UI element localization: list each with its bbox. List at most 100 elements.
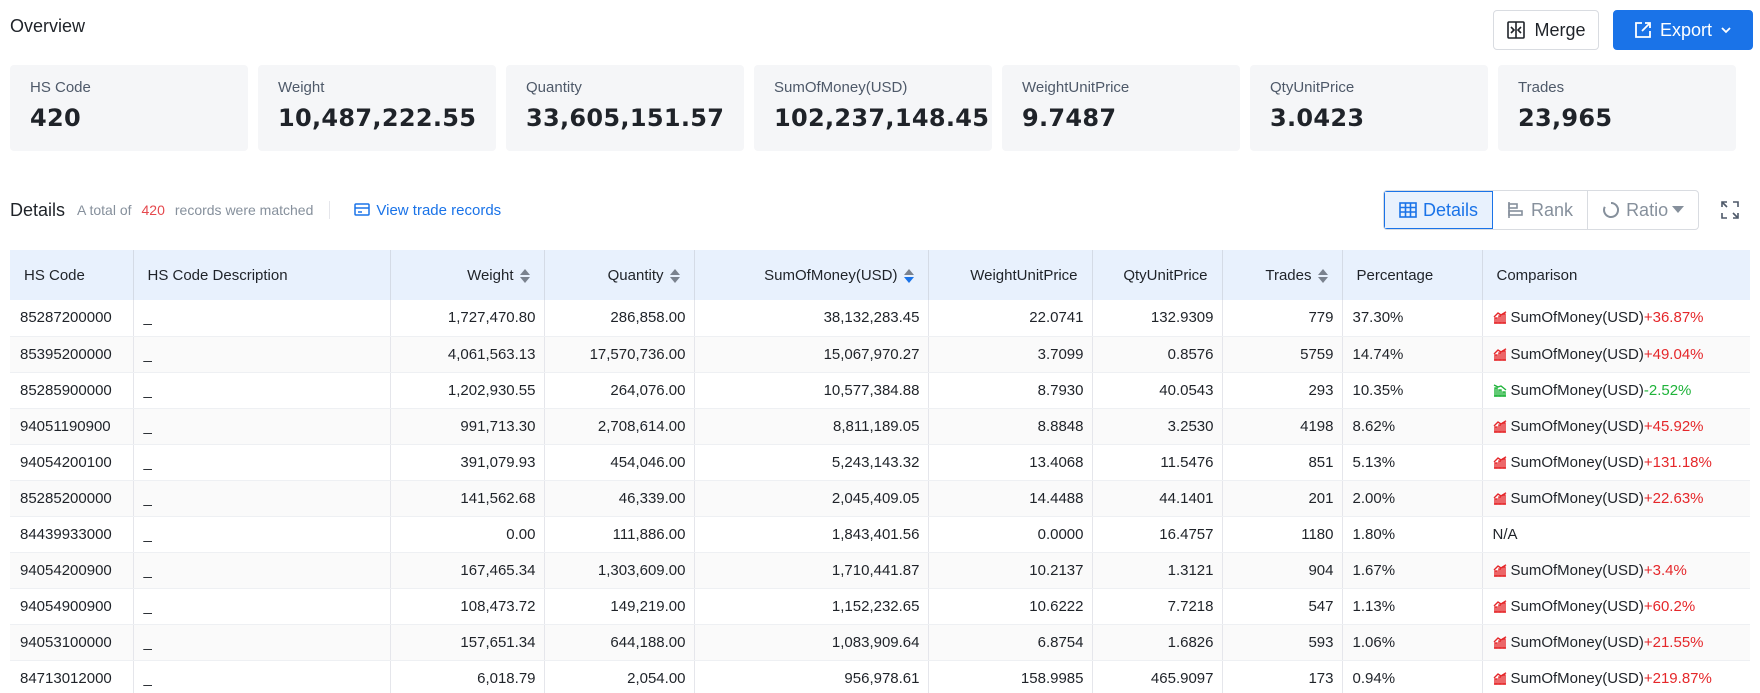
table-row[interactable]: 94054900900 _ 108,473.72 149,219.00 1,152,23…	[10, 588, 1750, 625]
merge-button[interactable]: Merge	[1493, 10, 1599, 50]
cell-hs-code: 94053100000	[10, 624, 134, 661]
cell-hs-code: 85287200000	[10, 300, 134, 337]
fullscreen-icon[interactable]	[1720, 200, 1740, 220]
sort-icon[interactable]	[903, 268, 914, 283]
cell-percentage: 2.00%	[1342, 480, 1483, 517]
table-icon	[1399, 202, 1417, 218]
table-row[interactable]: 85285900000 _ 1,202,930.55 264,076.00 10,577…	[10, 372, 1750, 409]
cell-weight-unit-price: 8.8848	[928, 408, 1093, 445]
cell-sum-of-money: 38,132,283.45	[694, 300, 929, 337]
table-row[interactable]: 85285200000 _ 141,562.68 46,339.00 2,045,409…	[10, 480, 1750, 517]
col-sum-of-money[interactable]: SumOfMoney(USD)	[694, 250, 929, 300]
comparison-label: SumOfMoney(USD)	[1510, 453, 1644, 471]
export-button[interactable]: Export	[1613, 10, 1753, 50]
comparison-label: SumOfMoney(USD)	[1510, 597, 1644, 615]
comparison-value: +21.55%	[1643, 633, 1704, 651]
cell-sum-of-money: 8,811,189.05	[694, 408, 929, 445]
caret-down-icon	[1672, 206, 1685, 214]
cell-sum-of-money: 15,067,970.27	[694, 336, 929, 373]
trend-up-icon	[1493, 491, 1507, 505]
cell-weight-unit-price: 8.7930	[928, 372, 1093, 409]
cell-quantity: 1,303,609.00	[544, 552, 695, 589]
sort-icon[interactable]	[669, 268, 680, 283]
cell-percentage: 1.80%	[1342, 516, 1483, 553]
sort-icon[interactable]	[1317, 268, 1328, 283]
cell-percentage: 5.13%	[1342, 444, 1483, 481]
cell-description: _	[133, 624, 391, 661]
cell-quantity: 149,219.00	[544, 588, 695, 625]
cell-description: _	[133, 660, 391, 693]
export-label: Export	[1659, 19, 1713, 40]
table-row[interactable]: 94054200100 _ 391,079.93 454,046.00 5,243,14…	[10, 444, 1750, 481]
table-row[interactable]: 85395200000 _ 4,061,563.13 17,570,736.00 15,…	[10, 336, 1750, 373]
details-bar: Details A total of 420 records were matc…	[10, 196, 1750, 224]
table-row[interactable]: 94053100000 _ 157,651.34 644,188.00 1,083,90…	[10, 624, 1750, 661]
col-hs-code-description: HS Code Description	[133, 250, 391, 300]
cell-weight-unit-price: 158.9985	[928, 660, 1093, 693]
cell-trades: 904	[1222, 552, 1343, 589]
trend-up-icon	[1493, 671, 1507, 685]
trend-down-icon	[1493, 383, 1507, 397]
cell-weight: 108,473.72	[390, 588, 545, 625]
cell-sum-of-money: 1,083,909.64	[694, 624, 929, 661]
cell-weight-unit-price: 10.6222	[928, 588, 1093, 625]
tab-details[interactable]: Details	[1384, 191, 1494, 229]
export-icon	[1634, 21, 1652, 39]
view-trade-records-label: View trade records	[376, 201, 502, 219]
page-title: Overview	[10, 16, 86, 36]
cell-comparison: SumOfMoney(USD) +60.2%	[1482, 588, 1750, 625]
cell-weight: 6,018.79	[390, 660, 545, 693]
sort-icon[interactable]	[519, 268, 530, 283]
details-prefix: A total of	[77, 202, 132, 218]
card-label: Trades	[1518, 79, 1565, 96]
cell-weight-unit-price: 0.0000	[928, 516, 1093, 553]
cell-percentage: 8.62%	[1342, 408, 1483, 445]
table-row[interactable]: 94054200900 _ 167,465.34 1,303,609.00 1,710,…	[10, 552, 1750, 589]
col-weight[interactable]: Weight	[390, 250, 545, 300]
cell-description: _	[133, 516, 391, 553]
tab-ratio[interactable]: Ratio	[1588, 191, 1698, 229]
tab-details-label: Details	[1423, 199, 1479, 220]
cell-qty-unit-price: 7.7218	[1092, 588, 1223, 625]
cell-comparison: SumOfMoney(USD) -2.52%	[1482, 372, 1750, 409]
card-label: WeightUnitPrice	[1022, 79, 1130, 96]
col-hs-code: HS Code	[10, 250, 134, 300]
trend-up-icon	[1493, 455, 1507, 469]
cell-trades: 293	[1222, 372, 1343, 409]
table-row[interactable]: 94051190900 _ 991,713.30 2,708,614.00 8,811,…	[10, 408, 1750, 445]
cell-description: _	[133, 300, 391, 337]
cell-quantity: 46,339.00	[544, 480, 695, 517]
table-row[interactable]: 84713012000 _ 6,018.79 2,054.00 956,978.61 15…	[10, 660, 1750, 693]
cell-trades: 547	[1222, 588, 1343, 625]
card-value: 3.0423	[1270, 104, 1365, 132]
cell-trades: 851	[1222, 444, 1343, 481]
col-trades[interactable]: Trades	[1222, 250, 1343, 300]
cell-hs-code: 85285200000	[10, 480, 134, 517]
cell-weight-unit-price: 14.4488	[928, 480, 1093, 517]
cell-qty-unit-price: 11.5476	[1092, 444, 1223, 481]
cell-weight: 391,079.93	[390, 444, 545, 481]
card-label: Quantity	[526, 79, 582, 96]
tab-rank[interactable]: Rank	[1493, 191, 1589, 229]
trend-up-icon	[1493, 563, 1507, 577]
view-trade-records-link[interactable]: View trade records	[354, 202, 501, 219]
card-qty-unit-price: QtyUnitPrice 3.0423	[1250, 65, 1488, 151]
table-header-row: HS Code HS Code Description Weight Quant…	[10, 250, 1750, 300]
table-row[interactable]: 84439933000 _ 0.00 111,886.00 1,843,401.56 0.…	[10, 516, 1750, 553]
comparison-label: SumOfMoney(USD)	[1510, 417, 1644, 435]
card-icon	[354, 203, 371, 217]
comparison-label: SumOfMoney(USD)	[1510, 309, 1644, 327]
overview-cards: HS Code 420 Weight 10,487,222.55 Quantit…	[10, 65, 1736, 151]
table-row[interactable]: 85287200000 _ 1,727,470.80 286,858.00 38,132…	[10, 300, 1750, 337]
cell-qty-unit-price: 0.8576	[1092, 336, 1223, 373]
cell-hs-code: 85395200000	[10, 336, 134, 373]
comparison-label: SumOfMoney(USD)	[1510, 489, 1644, 507]
card-value: 9.7487	[1022, 104, 1117, 132]
card-label: QtyUnitPrice	[1270, 79, 1355, 96]
cell-sum-of-money: 1,152,232.65	[694, 588, 929, 625]
col-quantity[interactable]: Quantity	[544, 250, 695, 300]
cell-qty-unit-price: 3.2530	[1092, 408, 1223, 445]
cell-qty-unit-price: 16.4757	[1092, 516, 1223, 553]
card-value: 102,237,148.45	[774, 104, 990, 132]
card-label: SumOfMoney(USD)	[774, 79, 908, 96]
